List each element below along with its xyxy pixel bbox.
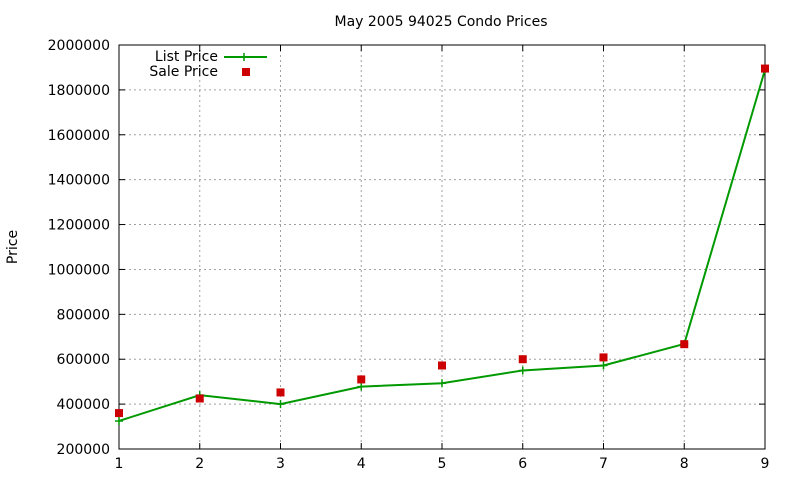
x-tick-label: 7 (599, 456, 608, 472)
x-tick-label: 4 (357, 456, 366, 472)
x-tick-label: 8 (680, 456, 689, 472)
legend-marker-sale-price (242, 68, 250, 76)
y-tick-label: 400000 (57, 397, 110, 413)
sale-price-point (357, 375, 366, 384)
x-tick-label: 3 (276, 456, 285, 472)
x-tick-label: 6 (518, 456, 527, 472)
y-tick-label: 600000 (57, 352, 110, 368)
x-tick-label: 9 (761, 456, 770, 472)
sale-price-point (438, 361, 446, 370)
legend-label-sale-price: Sale Price (149, 64, 218, 80)
y-tick-label: 1200000 (48, 218, 110, 234)
sale-price-point (276, 388, 285, 397)
series (115, 64, 769, 425)
y-tick-label: 1800000 (48, 83, 110, 99)
list-price-point (438, 379, 446, 388)
list-price-point (518, 366, 527, 375)
y-tick-label: 2000000 (48, 38, 110, 54)
y-tick-label: 200000 (57, 442, 110, 458)
axis-ticks (118, 44, 766, 450)
y-tick-label: 1000000 (48, 262, 110, 278)
y-axis-label: Price (5, 230, 21, 264)
sale-price-point (761, 64, 769, 73)
list-price-point (276, 400, 285, 409)
y-tick-label: 800000 (57, 307, 110, 323)
sale-price-point (195, 394, 204, 403)
y-tick-label: 1600000 (48, 128, 110, 144)
legend-label-list-price: List Price (155, 49, 218, 65)
list-price-point (115, 416, 123, 425)
x-tick-label: 1 (115, 456, 124, 472)
x-axis-tick-labels: 1 2 3 4 5 6 7 8 9 (115, 456, 770, 472)
y-tick-label: 1400000 (48, 173, 110, 189)
chart-title: May 2005 94025 Condo Prices (334, 14, 547, 30)
y-axis-tick-labels: 200000 400000 600000 800000 1000000 1200000 14… (48, 38, 110, 458)
list-price-point (599, 361, 608, 370)
sale-price-point (599, 353, 608, 362)
x-tick-label: 5 (438, 456, 447, 472)
sale-price-point (518, 355, 527, 364)
sale-price-point (680, 340, 689, 349)
x-tick-label: 2 (195, 456, 204, 472)
grid (119, 45, 765, 449)
list-price-point (357, 382, 366, 391)
legend: List Price Sale Price (149, 49, 267, 80)
legend-marker-list-price (240, 53, 248, 61)
sale-price-point (115, 409, 123, 418)
